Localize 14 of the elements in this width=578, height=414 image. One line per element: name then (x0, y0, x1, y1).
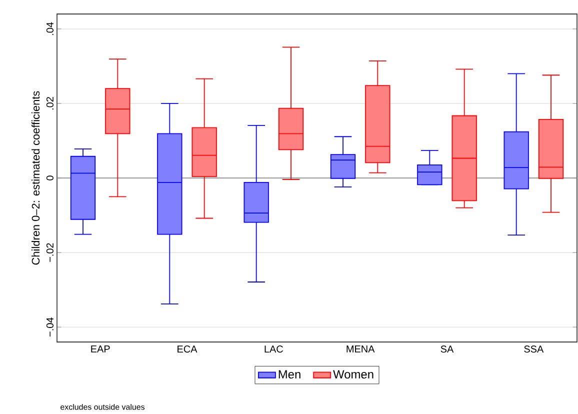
y-tick-label: .02 (46, 97, 54, 110)
legend-label: Men (278, 370, 300, 379)
y-tick-label: .04 (46, 22, 54, 35)
y-tick-label: 0 (46, 176, 54, 180)
legend-label: Women (333, 370, 374, 379)
y-tick-label: −.04 (46, 318, 54, 336)
x-tick-label: EAP (91, 346, 110, 352)
x-tick-label: ECA (178, 346, 198, 353)
x-tick-label: SA (440, 346, 454, 353)
x-tick-label: LAC (264, 346, 283, 353)
y-tick-label: −.02 (46, 243, 54, 262)
x-tick-label: MENA (346, 346, 375, 352)
x-tick-label: SSA (524, 346, 544, 353)
y-axis-title: Children 0–2: estimated coefficients (32, 91, 40, 265)
